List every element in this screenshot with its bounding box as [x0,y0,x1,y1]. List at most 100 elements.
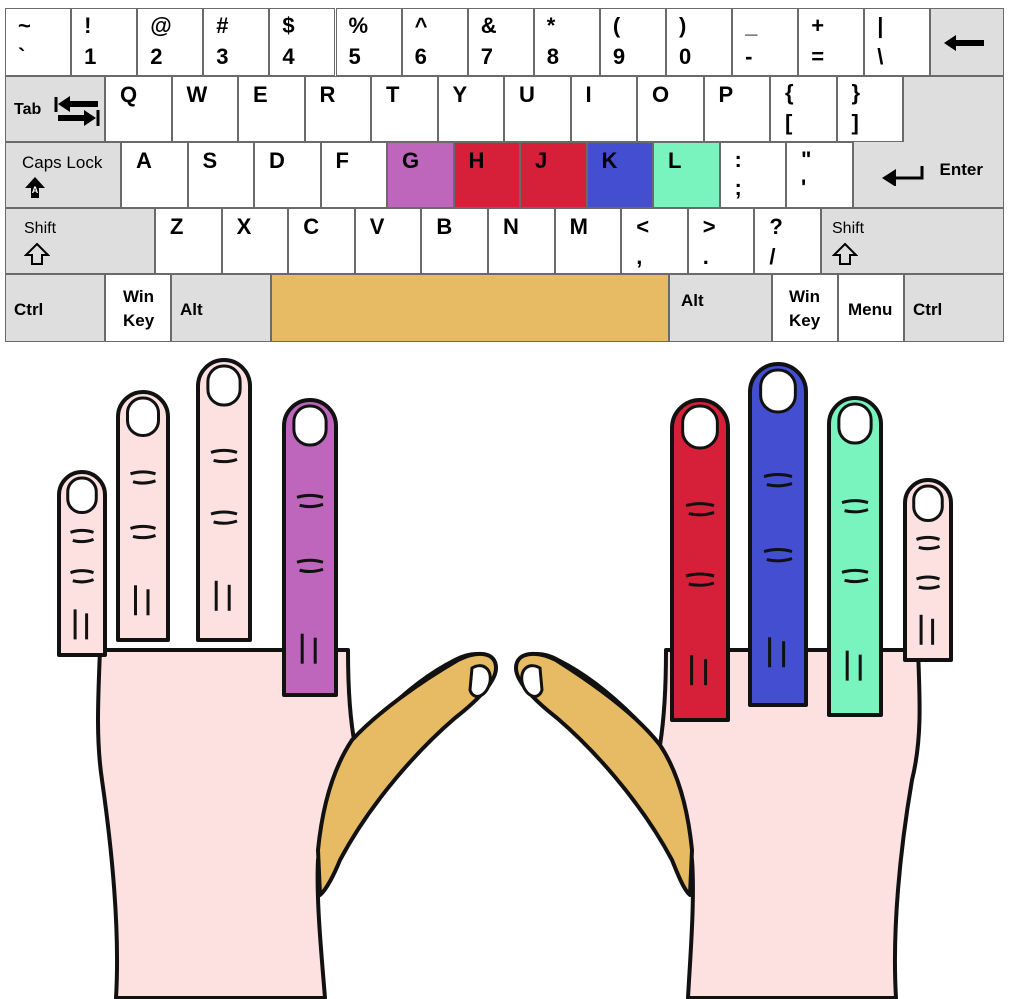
key-num-9: (9 [599,8,666,76]
win-key-right: Win Key [772,274,838,342]
key-quote: " ' [786,142,853,208]
key-base-symbol: ' [801,175,807,200]
key-num-11: _ - [732,8,799,76]
key-letter: E [253,82,268,107]
key-d: D [254,142,321,208]
left-ring-finger [116,390,170,642]
key-i: I [570,76,637,142]
key-t: T [371,76,438,142]
left-pinky-finger [57,470,107,657]
win-label: Win [789,287,821,306]
right-pinky-nail [912,484,944,522]
key-label: Key [789,311,821,330]
key-letter: T [386,82,400,107]
key-base-symbol: = [811,44,825,69]
key-base-symbol: . [702,244,709,269]
key-base-symbol: 8 [546,44,560,69]
key-shift-symbol: ? [769,214,783,239]
key-shift-symbol: % [348,13,369,38]
key-num-3: #3 [203,8,270,76]
key-num-12: + = [798,8,865,76]
key-a: A [121,142,188,208]
key-j: J [520,142,587,208]
key-letter: U [519,82,535,107]
key-s: S [187,142,254,208]
key-letter: G [402,148,420,173]
key-y: Y [437,76,504,142]
key-r: R [304,76,371,142]
alt-label: Alt [681,291,704,310]
key-base-symbol: 9 [612,44,626,69]
key-letter: F [335,148,349,173]
key-base-symbol: ] [851,110,859,135]
enter-key: Enter [852,142,1004,208]
key-letter: N [503,214,519,239]
key-shift-symbol: > [702,214,716,239]
key-letter: J [535,148,548,173]
shift-label: Shift [24,220,57,237]
tab-label: Tab [14,101,42,118]
caps-lock-key: Caps Lock A [5,142,121,208]
right-thumb [514,651,694,897]
key-shift-symbol: | [877,13,884,38]
key-shift-symbol: ( [612,13,621,38]
shift-right-key: Shift [821,208,1004,274]
caps-lock-label: Caps Lock [22,153,103,172]
key-n: N [488,208,555,274]
caps-lock-icon: A [24,176,46,205]
key-base-symbol: ` [18,44,26,69]
key-base-symbol: 5 [348,44,361,69]
key-letter: Z [170,214,184,239]
right-thumb-nail [520,664,544,698]
key-h: H [453,142,520,208]
alt-label: Alt [180,300,203,319]
key-shift-symbol: < [636,214,650,239]
menu-label: Menu [848,300,893,319]
key-letter: B [436,214,453,239]
key-letter: I [585,82,592,107]
key-shift-symbol: " [801,147,812,172]
key-o: O [637,76,704,142]
left-index-finger [282,398,338,697]
key-letter: K [601,148,618,173]
key-backslash: | \ [864,8,931,76]
key-e: E [238,76,305,142]
key-shift-symbol: _ [745,13,758,38]
key-comma: <, [621,208,688,274]
key-letter: R [319,82,336,107]
key-letter: W [186,82,208,107]
key-num-4: $4 [269,8,336,76]
key-period: >. [687,208,755,274]
key-base-symbol: \ [877,44,884,69]
key-num-2: @2 [137,8,204,76]
key-letter: X [236,214,252,239]
ctrl-label: Ctrl [14,300,44,319]
shift-arrow-icon [23,242,51,271]
key-base-symbol: , [636,244,643,269]
key-base-symbol: 2 [150,44,163,69]
key-k: K [586,142,653,208]
key-letter: A [136,148,152,173]
svg-text:A: A [32,185,39,195]
key-num-8: * 8 [533,8,600,76]
left-pinky-nail [66,476,98,514]
left-middle-finger [196,358,252,642]
left-thumb [316,651,498,897]
key-letter: V [369,214,385,239]
key-shift-symbol: + [811,13,825,38]
key-u: U [504,76,571,142]
key-shift-symbol: } [851,80,861,105]
key-base-symbol: 1 [84,44,97,69]
key-base-symbol: 0 [679,44,692,69]
key-letter: D [269,148,285,173]
key-c: C [288,208,355,274]
ctrl-right-key: Ctrl [904,274,1004,342]
shift-left-key: Shift [5,208,155,274]
key-w: W [171,76,238,142]
key-base-symbol: / [769,244,776,269]
key-letter: L [668,148,682,173]
key-shift-symbol: ~ [18,13,31,38]
key-base-symbol: ; [734,175,742,200]
key-semicolon: :; [719,142,786,208]
key-shift-symbol: { [785,80,794,105]
